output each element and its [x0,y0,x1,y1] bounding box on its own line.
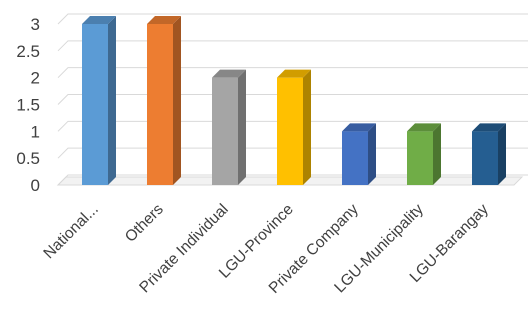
y-tick-label: 1 [31,122,40,141]
y-tick-label: 2.5 [16,42,40,61]
bar [82,16,116,185]
bar-top-face [342,123,376,132]
bar-side-face [433,123,441,185]
bar-top-face [407,123,441,132]
x-category-label: National... [40,201,101,262]
gridline [57,40,528,52]
bar-top-face [212,69,246,78]
bars [82,16,506,185]
y-tick-label: 0.5 [16,149,40,168]
x-category-label: Others [122,201,167,246]
bar-side-face [303,69,311,185]
gridline [57,120,528,132]
gridline [57,94,528,105]
bar-top-face [472,123,506,132]
bar [212,69,246,185]
bar [277,69,311,185]
bar-front-face [472,131,498,185]
bar [407,123,441,185]
bar-front-face [342,131,368,185]
y-tick-label: 1.5 [16,96,40,115]
bar-front-face [407,131,433,185]
bar-front-face [82,24,108,185]
bar [472,123,506,185]
y-tick-label: 2 [31,69,40,88]
bar-front-face [212,77,238,185]
bar [342,123,376,185]
gridline [57,67,528,79]
bar-side-face [238,69,246,185]
bar-side-face [498,123,506,185]
bar-front-face [147,24,173,185]
bar [147,16,181,185]
bar-side-face [173,16,181,185]
bar-top-face [147,16,181,24]
bar-side-face [108,16,116,185]
y-tick-label: 3 [31,15,40,34]
bar-front-face [277,77,303,185]
bar-side-face [368,123,376,185]
y-axis-ticks: 0 0.5 1 1.5 2 2.5 3 [16,15,40,195]
bar-top-face [277,69,311,78]
gridline [57,13,528,25]
y-tick-label: 0 [31,176,40,195]
bar-top-face [82,16,116,24]
